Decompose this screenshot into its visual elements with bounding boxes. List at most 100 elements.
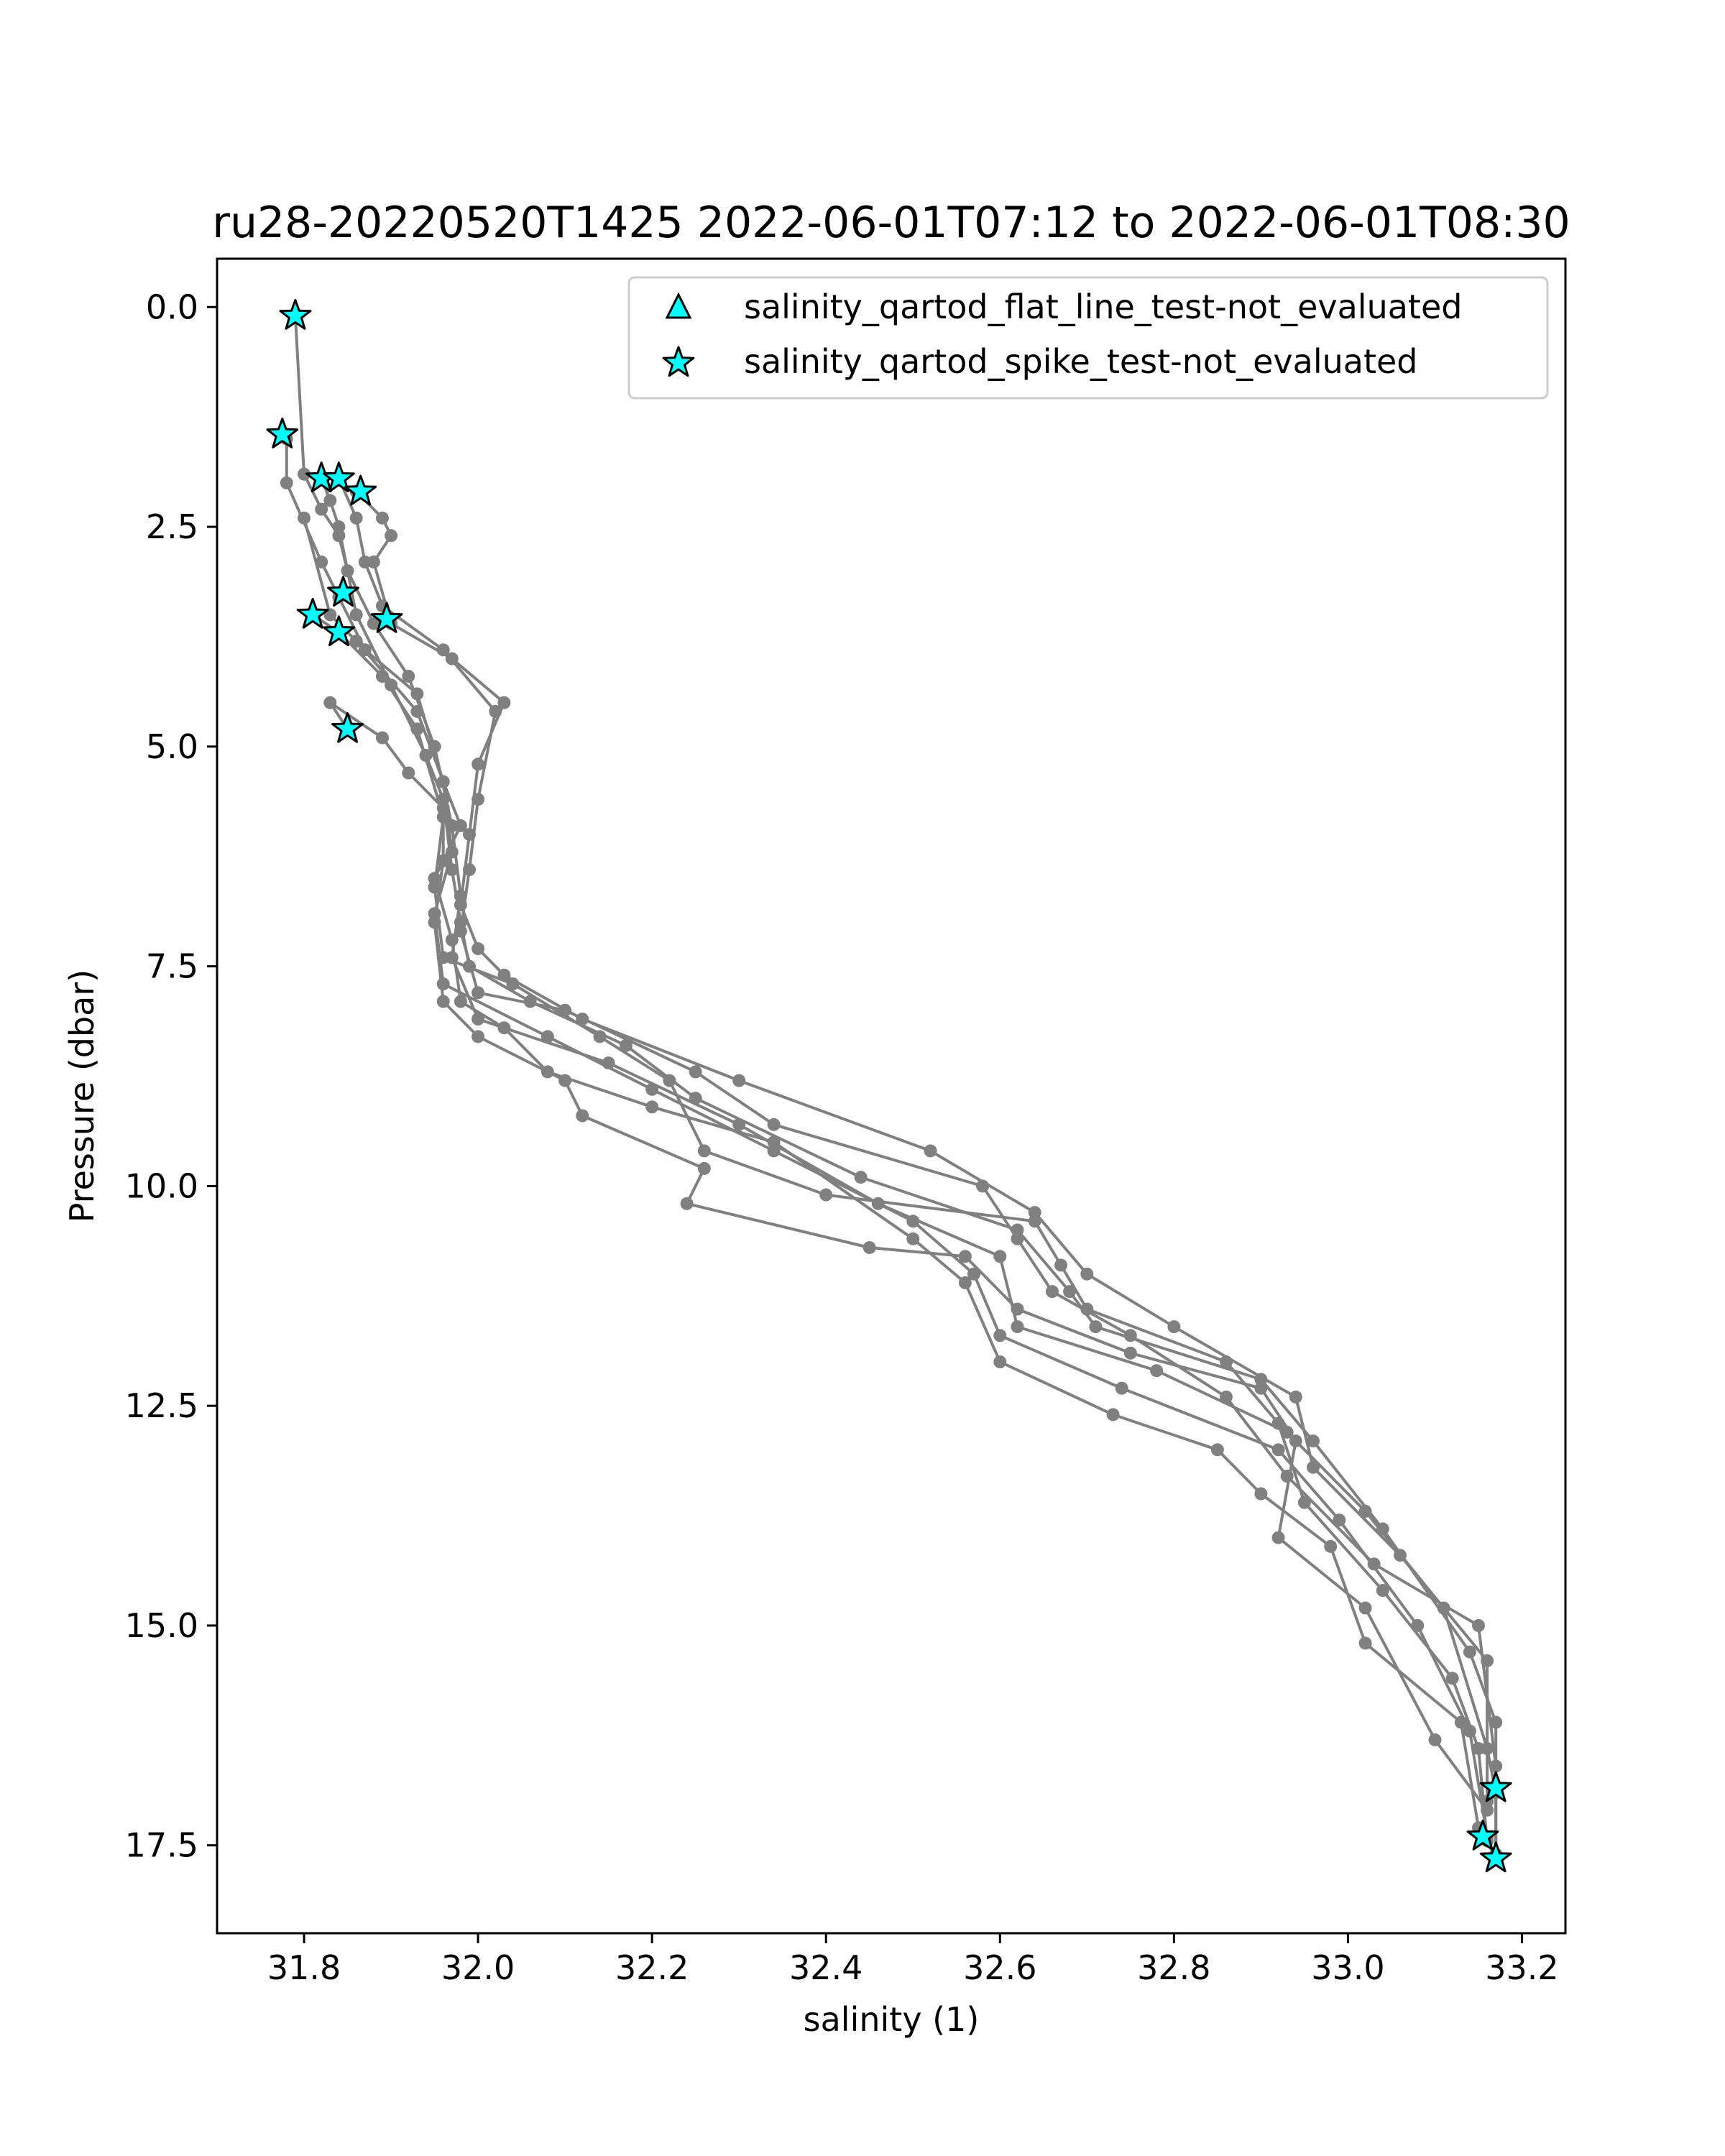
legend-label-spike: salinity_qartod_spike_test-not_evaluated	[744, 342, 1417, 381]
profile-point	[402, 670, 415, 683]
profile-point	[619, 1038, 632, 1052]
profile-point	[1307, 1460, 1320, 1474]
profile-point	[463, 828, 476, 842]
profile-point	[1358, 1636, 1372, 1650]
x-tick-label: 32.8	[1137, 1948, 1210, 1987]
legend-triangle-marker	[665, 292, 692, 319]
profile-point	[1011, 1302, 1024, 1316]
legend-label-flat-line: salinity_qartod_flat_line_test-not_evalu…	[744, 287, 1462, 326]
profile-point	[436, 995, 450, 1008]
chart-title: ru28-20220520T1425 2022-06-01T07:12 to 2…	[212, 198, 1570, 248]
profile-point	[576, 1109, 589, 1123]
profile-point	[376, 511, 389, 525]
profile-point	[1080, 1267, 1094, 1281]
spike-flag-marker	[331, 711, 364, 743]
x-axis: 31.8 32.0 32.2 32.4 32.6 32.8 33.0 33.2	[267, 1933, 1559, 1987]
profile-point	[315, 502, 328, 516]
y-tick-label: 12.5	[125, 1386, 198, 1425]
spike-flag-marker	[1466, 1820, 1499, 1851]
axes-frame	[216, 257, 1567, 1935]
profile-point	[1481, 1654, 1494, 1667]
profile-point	[298, 467, 310, 481]
profile-point	[1376, 1522, 1389, 1536]
profile-point	[819, 1188, 833, 1202]
profile-point	[924, 1144, 937, 1158]
profile-line	[311, 613, 1489, 1841]
profile-point	[697, 1144, 711, 1158]
profile-point	[454, 819, 467, 832]
profile-point	[454, 995, 467, 1008]
profile-point	[993, 1250, 1007, 1263]
y-tick-label: 0.0	[146, 287, 198, 326]
profile-point	[906, 1232, 920, 1245]
profile-point	[436, 801, 450, 815]
profile-point	[349, 511, 363, 525]
profile-point	[1115, 1381, 1128, 1395]
profile-point	[1167, 1320, 1181, 1334]
y-axis-label: Pressure (dbar)	[63, 969, 101, 1222]
profile-point	[1080, 1302, 1094, 1316]
profile-point	[1271, 1531, 1285, 1544]
profile-point	[1463, 1645, 1476, 1659]
x-tick-label: 32.4	[789, 1948, 862, 1987]
profile-point	[576, 1013, 589, 1026]
profile-point	[767, 1118, 781, 1131]
y-tick-label: 7.5	[146, 947, 198, 986]
profile-point	[1394, 1549, 1407, 1562]
profile-point	[428, 916, 441, 929]
profile-point	[436, 775, 450, 788]
profile-point	[1123, 1329, 1137, 1342]
profile-point	[697, 1161, 711, 1175]
profile-point	[298, 511, 310, 525]
profile-point	[445, 652, 459, 665]
profile-point	[1271, 1443, 1285, 1457]
profile-series-4	[332, 471, 1503, 1861]
profile-point	[645, 1082, 659, 1096]
profile-point	[1489, 1759, 1503, 1773]
profile-point	[472, 1013, 485, 1026]
profile-point	[1358, 1504, 1372, 1518]
y-tick-label: 5.0	[146, 727, 198, 766]
profile-point	[1220, 1390, 1233, 1404]
profile-point	[1445, 1672, 1459, 1685]
profile-point	[1333, 1514, 1346, 1527]
profile-point	[323, 696, 337, 709]
x-axis-label: salinity (1)	[804, 2000, 980, 2039]
profile-point	[993, 1329, 1007, 1342]
y-tick-label: 2.5	[146, 507, 198, 546]
profile-point	[1307, 1434, 1320, 1448]
spike-flag-marker	[344, 474, 377, 506]
profile-point	[958, 1276, 972, 1289]
profile-point	[410, 722, 424, 736]
profile-point	[376, 731, 389, 745]
spike-flag-marker	[370, 602, 403, 633]
profile-point	[454, 924, 467, 938]
profile-point	[1472, 1618, 1485, 1632]
x-tick-label: 33.2	[1485, 1948, 1558, 1987]
profile-point	[1297, 1496, 1311, 1509]
profile-point	[1089, 1320, 1103, 1334]
profile-point	[376, 670, 389, 683]
profile-point	[689, 1065, 702, 1079]
profile-point	[445, 863, 459, 877]
x-tick-label: 32.2	[615, 1948, 689, 1987]
profile-point	[349, 635, 363, 648]
profile-point	[497, 1021, 511, 1035]
profile-point	[385, 529, 398, 543]
profile-point	[472, 942, 485, 956]
profile-point	[1150, 1364, 1164, 1378]
spike-flag-marker	[323, 615, 355, 647]
profile-point	[1106, 1408, 1120, 1422]
profile-point	[1063, 1285, 1077, 1299]
profile-point	[767, 1135, 781, 1149]
profile-point	[689, 1092, 702, 1105]
profile-point	[1324, 1539, 1338, 1553]
profile-point	[1123, 1346, 1137, 1360]
x-tick-label: 32.6	[963, 1948, 1036, 1987]
profile-line	[285, 438, 1489, 1837]
profile-series-7	[306, 608, 1494, 1848]
y-tick-label: 10.0	[125, 1166, 198, 1205]
profile-point	[732, 1074, 746, 1087]
profile-point	[593, 1030, 607, 1044]
profile-point	[445, 933, 459, 946]
